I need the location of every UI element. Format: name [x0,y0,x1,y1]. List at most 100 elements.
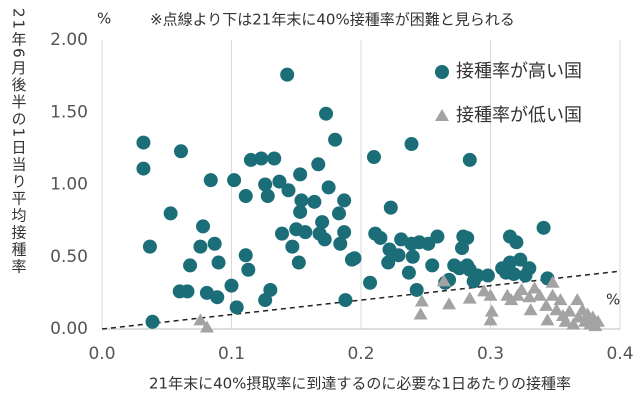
circle-marker [258,177,273,192]
triangle-marker [414,294,429,307]
circle-marker [425,258,440,273]
circle-marker [280,67,295,82]
circle-marker [506,267,521,282]
triangle-marker [545,288,560,301]
circle-marker [430,229,445,244]
triangle-marker [540,313,555,326]
circle-marker [291,255,306,270]
triangle-marker [477,284,492,297]
x-unit: % [606,291,620,309]
circle-marker [460,230,475,245]
circle-marker [409,282,424,297]
circle-marker [338,293,353,308]
triangle-marker [522,290,537,303]
triangle-marker [549,303,564,316]
circle-marker [401,265,416,280]
circle-marker [243,152,258,167]
circle-marker [229,300,244,315]
circle-marker [404,137,419,152]
triangle-marker [545,275,560,288]
circle-marker [337,225,352,240]
circle-marker [462,152,477,167]
circle-marker [321,180,336,195]
circle-marker [260,189,275,204]
circle-marker [210,290,225,305]
x-tick-label: 0.2 [347,344,374,364]
circle-marker [391,248,406,263]
circle-marker [275,226,290,241]
triangle-marker [199,320,214,333]
triangle-marker [484,304,499,317]
circle-marker [196,219,211,234]
triangle-marker [590,314,605,327]
circle-marker [254,151,269,166]
triangle-marker [193,313,208,326]
triangle-marker [562,304,577,317]
circle-marker [315,215,330,230]
triangle-marker [570,293,585,306]
triangle-marker [523,303,538,316]
circle-marker [509,235,524,250]
circle-marker [142,239,157,254]
x-tick-label: 0.3 [477,344,504,364]
triangle-marker [483,288,498,301]
circle-marker [293,167,308,182]
circle-marker [383,200,398,215]
triangle-marker [558,314,573,327]
x-tick-label: 0.4 [606,344,633,364]
y-tick-label: 0.50 [50,247,88,267]
circle-marker [536,220,551,235]
circle-marker [347,251,362,266]
circle-marker [337,193,352,208]
circle-marker [267,151,282,166]
circle-marker [480,268,495,283]
circle-marker [522,261,537,276]
circle-marker [298,225,313,240]
triangle-marker [436,274,451,287]
circle-marker [366,150,381,165]
triangle-marker [532,288,547,301]
y-tick-label: 1.00 [50,175,88,195]
circle-marker [272,174,287,189]
circle-marker [173,144,188,159]
circle-marker [227,173,242,188]
y-tick-label: 1.50 [50,102,88,122]
circle-marker [307,194,322,209]
reference-line [101,270,621,330]
triangle-marker [514,282,529,295]
circle-marker [328,132,343,147]
circle-marker [435,65,449,79]
circle-marker [331,206,346,221]
triangle-marker [462,291,477,304]
x-axis-label: 21年末に40%摂取率に到達するのに必要な1日あたりの接種率 [149,375,571,393]
circle-marker [203,173,218,188]
circle-marker [180,284,195,299]
triangle-marker [553,293,568,306]
x-tick-label: 0.0 [88,344,115,364]
triangle-marker [527,281,542,294]
triangle-marker [435,109,449,121]
circle-marker [333,236,348,251]
circle-marker [363,275,378,290]
circle-marker [311,157,326,172]
circle-marker [294,193,309,208]
circle-marker [319,106,334,121]
circle-marker [183,258,198,273]
circle-marker [136,161,151,176]
circle-marker [317,232,332,247]
legend-label: 接種率が低い国 [456,105,582,126]
y-unit: % [97,10,111,28]
circle-marker [513,252,528,267]
circle-marker [207,236,222,251]
circle-marker [145,314,160,329]
circle-marker [281,183,296,198]
y-tick-label: 2.00 [50,30,88,50]
circle-marker [136,135,151,150]
circle-marker [238,248,253,263]
circle-marker [211,255,226,270]
circle-marker [163,206,178,221]
circle-marker [293,204,308,219]
circle-marker [470,268,485,283]
circle-marker [285,239,300,254]
